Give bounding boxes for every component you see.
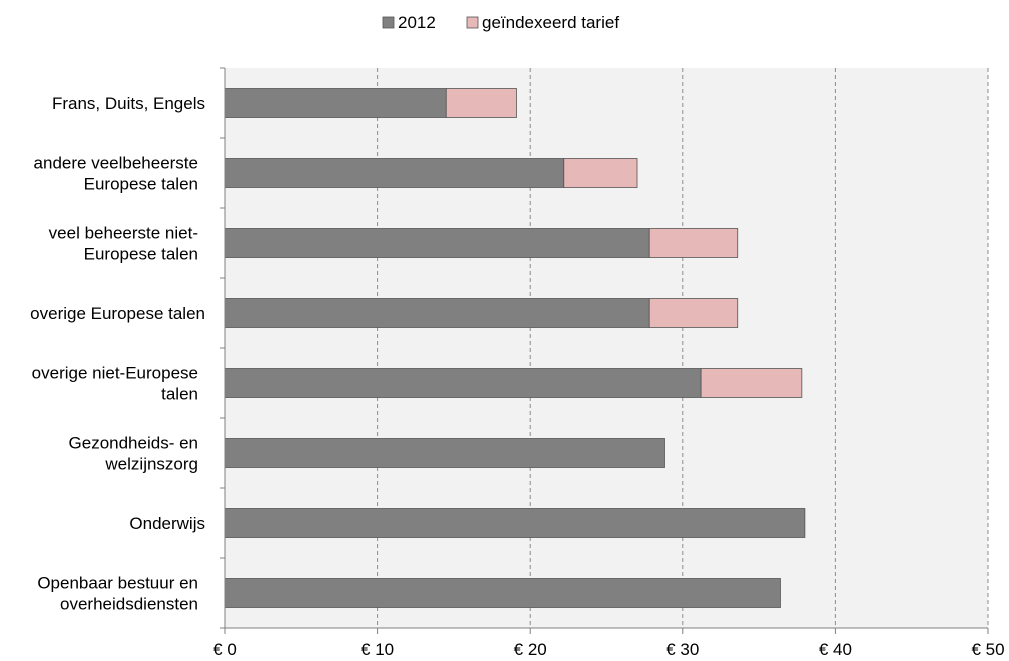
bar-2012 bbox=[224, 88, 447, 118]
bar-2012 bbox=[224, 158, 565, 188]
category-labels: Frans, Duits, Engels andere veelbeheerste… bbox=[30, 94, 205, 614]
x-tick-label: € 40 bbox=[819, 640, 852, 659]
x-axis-ticks: € 0 € 10 € 20 € 30 € 40 € 50 bbox=[213, 628, 1005, 659]
bar-geindexeerd-tarief bbox=[648, 228, 739, 258]
category-label: Gezondheids- en welzijnszorg bbox=[69, 434, 198, 474]
bars bbox=[224, 88, 806, 608]
category-label: veel beheerste niet-Europese talen bbox=[49, 224, 198, 264]
bar-2012 bbox=[224, 508, 806, 538]
category-label: andere veelbeheerste Europese talen bbox=[34, 154, 198, 194]
x-tick-label: € 0 bbox=[213, 640, 237, 659]
category-label: Frans, Duits, Engels bbox=[52, 94, 205, 113]
category-label: Openbaar bestuur en overheidsdiensten bbox=[37, 574, 198, 614]
x-tick-label: € 30 bbox=[666, 640, 699, 659]
x-tick-label: € 20 bbox=[514, 640, 547, 659]
bar-geindexeerd-tarief bbox=[563, 158, 638, 188]
category-label: overige Europese talen bbox=[30, 304, 205, 323]
bar-geindexeerd-tarief bbox=[700, 368, 803, 398]
plot-background bbox=[225, 68, 988, 628]
legend-swatch bbox=[382, 16, 395, 29]
y-axis-ticks bbox=[220, 67, 225, 629]
bar-2012 bbox=[224, 228, 650, 258]
bar-2012 bbox=[224, 438, 665, 468]
legend-swatch bbox=[466, 16, 479, 29]
bar-2012 bbox=[224, 578, 781, 608]
bar-geindexeerd-tarief bbox=[445, 88, 517, 118]
x-tick-label: € 10 bbox=[361, 640, 394, 659]
x-tick-label: € 50 bbox=[971, 640, 1004, 659]
bar-geindexeerd-tarief bbox=[648, 298, 739, 328]
bar-2012 bbox=[224, 368, 702, 398]
category-label: Onderwijs bbox=[129, 514, 205, 533]
legend-label: geïndexeerd tarief bbox=[482, 13, 619, 32]
bar-2012 bbox=[224, 298, 650, 328]
category-label: overige niet-Europese talen bbox=[32, 364, 198, 404]
legend-label: 2012 bbox=[398, 13, 436, 32]
legend: 2012 geïndexeerd tarief bbox=[382, 13, 619, 32]
